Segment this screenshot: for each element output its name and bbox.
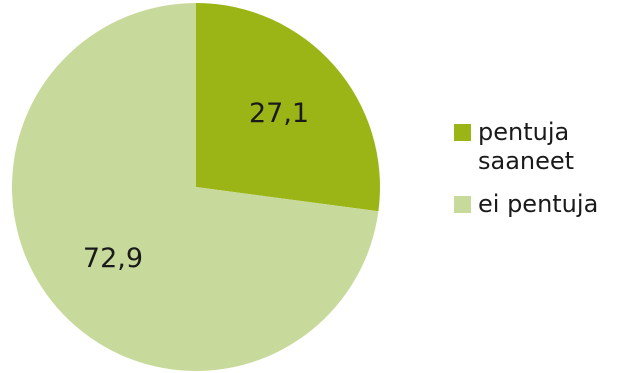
legend-item-ei-pentuja: ei pentuja: [454, 190, 630, 219]
pie-slice-1: [11, 3, 379, 372]
legend-label: pentuja saaneet: [478, 118, 575, 175]
legend-swatch: [454, 124, 471, 141]
legend-swatch: [454, 196, 471, 213]
pie-value-label-0: 27,1: [249, 98, 309, 129]
pie-value-labels: 27,1 72,9: [83, 98, 309, 274]
legend: pentuja saaneet ei pentuja: [454, 118, 630, 233]
legend-label: ei pentuja: [478, 190, 599, 218]
pie-slice-0: [196, 3, 380, 212]
pie-slices: [11, 3, 380, 372]
pie-value-label-1: 72,9: [83, 243, 143, 274]
legend-item-pentuja-saaneet: pentuja saaneet: [454, 118, 630, 176]
